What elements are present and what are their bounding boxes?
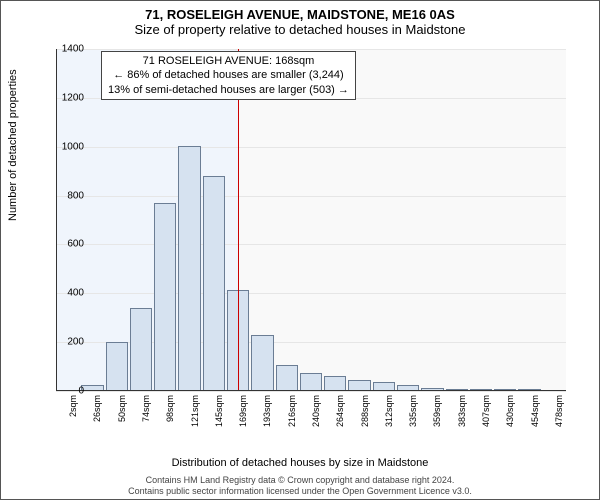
shade-right xyxy=(238,49,566,391)
bar xyxy=(324,376,346,391)
title-block: 71, ROSELEIGH AVENUE, MAIDSTONE, ME16 0A… xyxy=(1,1,599,37)
bar xyxy=(300,373,322,391)
x-tick-label: 145sqm xyxy=(214,395,224,427)
x-tick-label: 288sqm xyxy=(360,395,370,427)
gridline xyxy=(56,147,566,148)
y-tick-label: 600 xyxy=(54,239,84,250)
bar xyxy=(106,342,128,391)
chart-area xyxy=(56,49,566,391)
footer: Contains HM Land Registry data © Crown c… xyxy=(1,475,599,498)
y-tick-label: 200 xyxy=(54,337,84,348)
x-tick-label: 169sqm xyxy=(238,395,248,427)
x-tick-label: 407sqm xyxy=(481,395,491,427)
info-box-line2: ← 86% of detached houses are smaller (3,… xyxy=(108,68,349,82)
info-box-line1: 71 ROSELEIGH AVENUE: 168sqm xyxy=(108,54,349,68)
x-tick-label: 430sqm xyxy=(505,395,515,427)
x-tick-label: 26sqm xyxy=(92,395,102,422)
x-tick-label: 121sqm xyxy=(190,395,200,427)
x-tick-label: 454sqm xyxy=(530,395,540,427)
chart-subtitle: Size of property relative to detached ho… xyxy=(1,22,599,37)
bar xyxy=(178,146,200,392)
bar xyxy=(203,176,225,391)
bar xyxy=(251,335,273,391)
y-tick-label: 1000 xyxy=(54,141,84,152)
x-axis-label: Distribution of detached houses by size … xyxy=(1,457,599,469)
x-tick-label: 335sqm xyxy=(408,395,418,427)
x-tick-label: 359sqm xyxy=(432,395,442,427)
x-tick-label: 240sqm xyxy=(311,395,321,427)
info-box-line3: 13% of semi-detached houses are larger (… xyxy=(108,83,349,97)
bar xyxy=(154,203,176,391)
x-tick-label: 264sqm xyxy=(335,395,345,427)
bar xyxy=(130,308,152,391)
x-tick-label: 383sqm xyxy=(457,395,467,427)
x-tick-label: 50sqm xyxy=(117,395,127,422)
chart-address: 71, ROSELEIGH AVENUE, MAIDSTONE, ME16 0A… xyxy=(1,7,599,22)
x-tick-label: 193sqm xyxy=(262,395,272,427)
axis-bottom xyxy=(56,390,566,391)
gridline xyxy=(56,196,566,197)
y-tick-label: 1200 xyxy=(54,92,84,103)
x-tick-label: 98sqm xyxy=(165,395,175,422)
gridline xyxy=(56,49,566,50)
marker-line xyxy=(238,49,239,391)
x-tick-label: 74sqm xyxy=(141,395,151,422)
gridline xyxy=(56,391,566,392)
chart-container: 71, ROSELEIGH AVENUE, MAIDSTONE, ME16 0A… xyxy=(0,0,600,500)
y-tick-label: 400 xyxy=(54,288,84,299)
footer-line2: Contains public sector information licen… xyxy=(1,486,599,497)
y-tick-label: 800 xyxy=(54,190,84,201)
gridline xyxy=(56,293,566,294)
gridline xyxy=(56,244,566,245)
x-tick-label: 216sqm xyxy=(287,395,297,427)
x-tick-label: 478sqm xyxy=(554,395,564,427)
x-tick-label: 312sqm xyxy=(384,395,394,427)
bar xyxy=(276,365,298,391)
y-tick-label: 1400 xyxy=(54,44,84,55)
footer-line1: Contains HM Land Registry data © Crown c… xyxy=(1,475,599,486)
x-tick-label: 2sqm xyxy=(68,395,78,417)
info-box: 71 ROSELEIGH AVENUE: 168sqm ← 86% of det… xyxy=(101,51,356,100)
y-axis-label: Number of detached properties xyxy=(7,69,19,221)
